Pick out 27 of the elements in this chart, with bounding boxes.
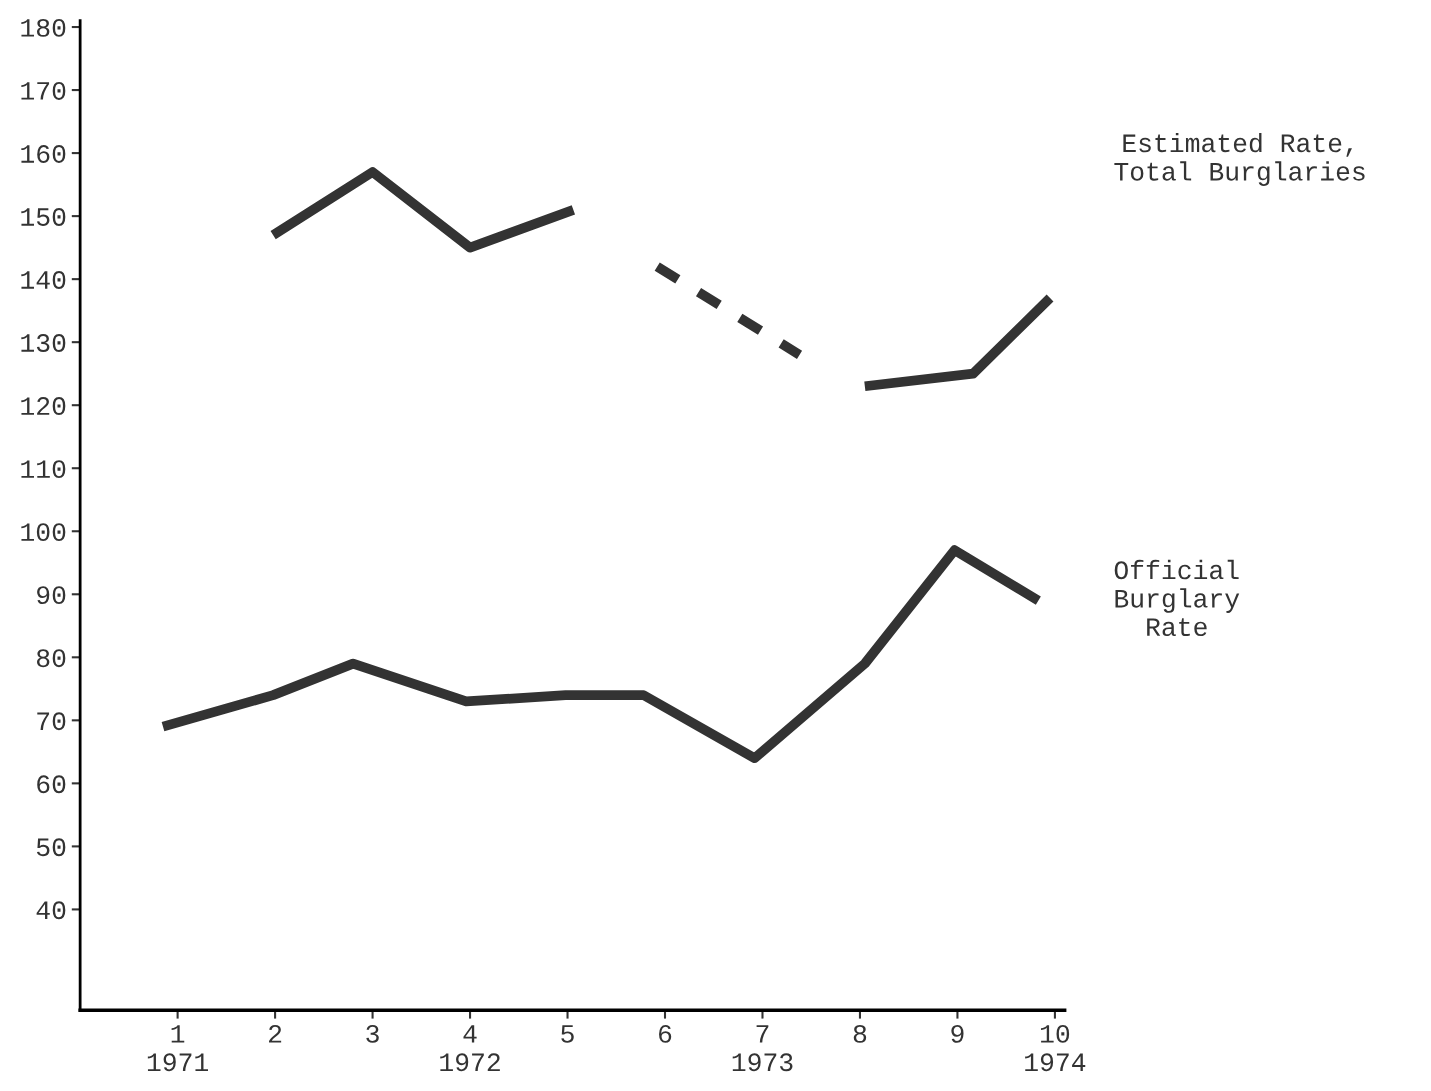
y-tick-label: 180 xyxy=(21,18,66,37)
y-tick-label: 120 xyxy=(21,397,66,416)
x-tick-label: 5 xyxy=(561,1025,574,1043)
x-tick-label: 6 xyxy=(659,1024,672,1043)
y-tick-label: 60 xyxy=(37,775,66,794)
y-tick-label: 150 xyxy=(21,208,66,226)
y-tick-label: 90 xyxy=(37,586,66,605)
y-tick-label: 80 xyxy=(36,649,66,668)
y-tick-label: 140 xyxy=(21,271,66,289)
y-tick-label: 130 xyxy=(21,334,66,352)
y-tick-label: 160 xyxy=(21,145,66,163)
x-tick-label: 9 xyxy=(951,1024,964,1043)
y-tick-label: 170 xyxy=(21,81,66,100)
x-tick-label: 1 1971 xyxy=(147,1025,209,1072)
x-tick-label: 4 1972 xyxy=(440,1025,500,1072)
x-tick-label: 10 1974 xyxy=(1025,1024,1086,1072)
y-tick-label: 40 xyxy=(36,901,66,920)
x-tick-label: 3 xyxy=(366,1024,379,1043)
text: Official Burglary Rate xyxy=(1114,559,1240,637)
y-tick-label: 50 xyxy=(36,838,66,857)
y-tick-label: 70 xyxy=(37,712,66,731)
y-tick-label: 100 xyxy=(21,523,66,542)
x-tick-label: 2 xyxy=(269,1024,282,1043)
text: Estimated Rate, Total Burglaries xyxy=(1114,132,1365,186)
x-tick-label: 8 xyxy=(853,1024,867,1043)
y-tick-label: 110 xyxy=(21,460,66,479)
x-tick-label: 7 1973 xyxy=(732,1025,793,1072)
